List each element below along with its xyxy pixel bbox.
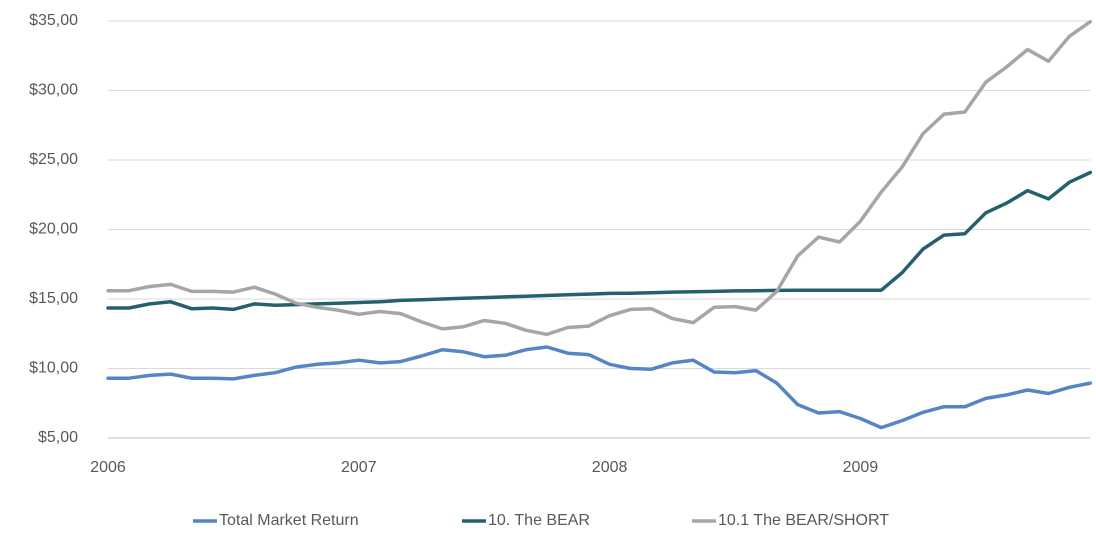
y-tick-label: $25,00 [29, 151, 78, 168]
y-tick-label: $35,00 [29, 12, 78, 29]
legend-label: 10. The BEAR [488, 512, 590, 529]
y-tick-label: $30,00 [29, 82, 78, 99]
series-line [106, 345, 1093, 430]
series-line [106, 19, 1093, 337]
x-tick-label: 2007 [341, 459, 377, 476]
series-line [106, 170, 1093, 312]
legend-label: 10.1 The BEAR/SHORT [718, 512, 889, 529]
y-tick-label: $15,00 [29, 290, 78, 307]
x-tick-label: 2008 [592, 459, 628, 476]
y-tick-label: $20,00 [29, 221, 78, 238]
legend-label: Total Market Return [219, 512, 359, 529]
y-tick-label: $10,00 [29, 360, 78, 377]
y-tick-label: $5,00 [38, 429, 78, 446]
x-tick-label: 2006 [90, 459, 126, 476]
x-tick-label: 2009 [843, 459, 879, 476]
